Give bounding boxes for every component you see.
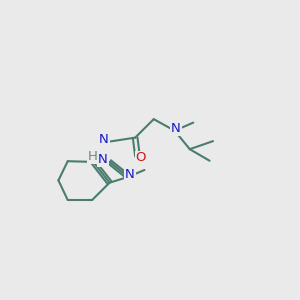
- Text: N: N: [125, 168, 135, 181]
- Text: O: O: [136, 152, 146, 164]
- Text: N: N: [98, 153, 108, 166]
- Text: H: H: [88, 150, 98, 163]
- Text: N: N: [99, 133, 109, 146]
- Text: N: N: [171, 122, 181, 135]
